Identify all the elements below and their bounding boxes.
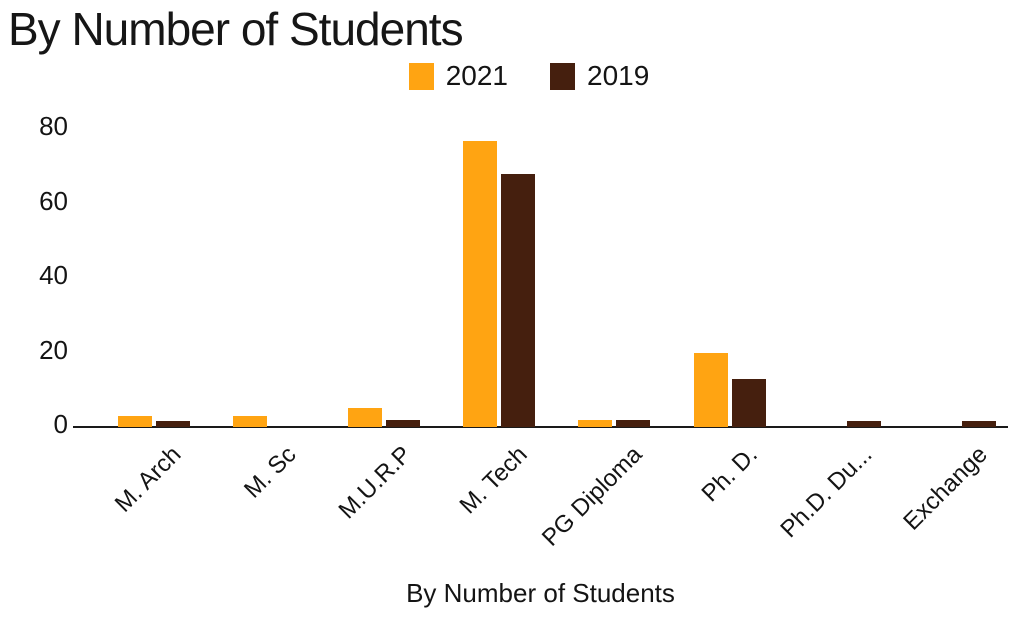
bar-2021-m-tech[interactable] bbox=[463, 140, 498, 427]
bar-2019-exchange[interactable] bbox=[961, 421, 996, 427]
chart-title: By Number of Students bbox=[8, 3, 464, 55]
x-tick-label-pg-diploma: PG Diploma bbox=[536, 441, 648, 552]
bar-2019-ph-d-du[interactable] bbox=[846, 421, 881, 427]
legend-label-2019: 2019 bbox=[587, 60, 650, 91]
y-tick-label: 0 bbox=[53, 409, 68, 439]
x-tick-label-m-arch: M. Arch bbox=[109, 441, 187, 518]
x-tick-label-ph-d: Ph. D. bbox=[696, 441, 763, 508]
legend-label-2021: 2021 bbox=[445, 60, 508, 91]
bar-2021-m-u-r-p[interactable] bbox=[347, 408, 382, 427]
x-axis-title: By Number of Students bbox=[406, 578, 675, 608]
bar-2021-pg-diploma[interactable] bbox=[578, 419, 613, 427]
legend-swatch-2021 bbox=[408, 62, 434, 90]
y-tick-label: 40 bbox=[39, 260, 68, 291]
bar-2021-m-sc[interactable] bbox=[232, 415, 267, 427]
bar-2019-pg-diploma[interactable] bbox=[616, 419, 651, 427]
bar-2019-ph-d[interactable] bbox=[731, 378, 766, 427]
bar-2021-ph-d[interactable] bbox=[693, 352, 728, 427]
x-tick-label-m-sc: M. Sc bbox=[239, 441, 302, 504]
bar-2021-m-arch[interactable] bbox=[117, 415, 152, 427]
y-tick-label: 60 bbox=[39, 185, 68, 216]
legend-swatch-2019 bbox=[550, 62, 575, 90]
legend: 2021 2019 bbox=[0, 60, 1010, 92]
bar-2019-m-u-r-p[interactable] bbox=[385, 419, 420, 427]
x-tick-label-ph-d-du: Ph.D. Du... bbox=[775, 441, 878, 544]
x-tick-label-exchange: Exchange bbox=[898, 441, 993, 536]
legend-item-2019[interactable]: 2019 bbox=[550, 60, 649, 92]
x-tick-label-m-u-r-p: M.U.R.P bbox=[333, 441, 417, 525]
legend-item-2021[interactable]: 2021 bbox=[408, 60, 508, 92]
y-tick-label: 20 bbox=[39, 334, 68, 365]
x-tick-label-m-tech: M. Tech bbox=[453, 441, 533, 520]
y-tick-label: 80 bbox=[39, 111, 68, 142]
x-axis-line bbox=[73, 426, 1008, 428]
bar-2019-m-tech[interactable] bbox=[501, 174, 536, 427]
bar-2019-m-arch[interactable] bbox=[155, 421, 190, 427]
